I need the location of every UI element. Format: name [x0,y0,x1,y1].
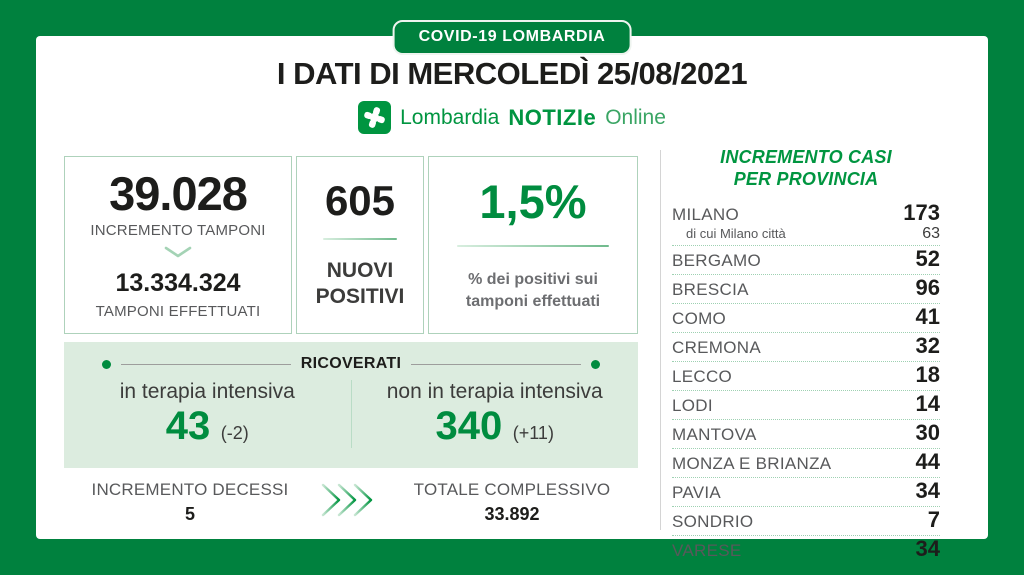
province-row: SONDRIO 7 [672,507,940,536]
terapia-intensiva-value: 43 [165,404,211,448]
province-value: 7 [927,506,940,532]
header-rule [411,363,582,365]
province-name: VARESE [672,540,742,560]
province-name: MANTOVA [672,424,757,444]
stat-box-percentuale: 1,5% % dei positivi sui tamponi effettua… [428,156,638,334]
province-subrow-label: di cui Milano città [686,225,786,241]
incremento-decessi-block: INCREMENTO DECESSI 5 [64,480,316,525]
province-value: 41 [915,303,940,329]
non-terapia-intensiva-delta: (+11) [512,423,554,443]
province-name: COMO [672,308,727,328]
province-row: BERGAMO 52 [672,246,940,275]
divider-line [323,237,397,240]
province-name: PAVIA [672,482,722,502]
incremento-tamponi-value: 39.028 [109,167,248,220]
non-terapia-intensiva-block: non in terapia intensiva 340 (+11) [350,380,639,448]
province-name: MILANO [672,204,739,224]
ricoverati-columns: in terapia intensiva 43 (-2) non in tera… [64,380,638,448]
province-row: MILANO 173 di cui Milano città 63 [672,200,940,246]
terapia-intensiva-label: in terapia intensiva [119,380,295,403]
lombardia-notizie-logo: Lombardia NOTIZIe Online [0,101,1024,134]
stat-boxes: 39.028 INCREMENTO TAMPONI 13.334.324 TAM… [64,156,638,334]
province-value: 30 [915,419,940,445]
province-value: 173 [903,199,940,225]
province-row: MONZA E BRIANZA 44 [672,449,940,478]
ricoverati-title: RICOVERATI [300,355,402,372]
totale-complessivo-block: TOTALE COMPLESSIVO 33.892 [386,480,638,525]
province-row: PAVIA 34 [672,478,940,507]
main-stats: 39.028 INCREMENTO TAMPONI 13.334.324 TAM… [64,156,638,526]
stat-box-tamponi: 39.028 INCREMENTO TAMPONI 13.334.324 TAM… [64,156,292,334]
province-row: MANTOVA 30 [672,420,940,449]
province-name: LODI [672,395,713,415]
province-name: SONDRIO [672,511,754,531]
province-subrow: di cui Milano città 63 [672,224,940,242]
province-name: CREMONA [672,337,761,357]
ricoverati-header: RICOVERATI [102,355,601,373]
triple-chevron-right-icon [316,479,386,526]
nuovi-positivi-label: NUOVI POSITIVI [315,258,405,308]
totale-complessivo-label: TOTALE COMPLESSIVO [413,480,611,499]
province-name: LECCO [672,366,733,386]
incremento-decessi-value: 5 [184,504,195,524]
province-row: VARESE 34 [672,536,940,564]
nuovi-positivi-value: 605 [324,176,396,224]
terapia-intensiva-block: in terapia intensiva 43 (-2) [64,380,351,448]
percentuale-positivi-value: 1,5% [479,174,587,228]
province-name: BERGAMO [672,250,762,270]
province-value: 34 [915,477,940,503]
province-name: MONZA E BRIANZA [672,453,832,473]
bullet-dot-icon [102,359,111,369]
percentuale-positivi-label: % dei positivi sui tamponi effettuati [465,270,601,310]
province-name: BRESCIA [672,279,749,299]
province-panel: INCREMENTO CASI PER PROVINCIA MILANO 173… [672,147,940,564]
tamponi-effettuati-value: 13.334.324 [115,269,241,297]
province-value: 14 [915,390,940,416]
bullet-dot-icon [591,359,601,369]
province-value: 18 [915,361,940,387]
vertical-divider [660,150,661,530]
province-value: 44 [915,448,940,474]
province-row: LECCO 18 [672,362,940,391]
province-value: 52 [915,245,940,271]
province-subrow-value: 63 [922,224,940,242]
province-row: BRESCIA 96 [672,275,940,304]
province-value: 32 [915,332,940,358]
province-list: MILANO 173 di cui Milano città 63 BERGAM… [672,200,940,564]
province-row: LODI 14 [672,391,940,420]
non-terapia-intensiva-label: non in terapia intensiva [386,380,603,403]
non-terapia-intensiva-value: 340 [435,404,503,448]
province-row: CREMONA 32 [672,333,940,362]
page-title: I DATI DI MERCOLEDÌ 25/08/2021 [276,56,748,91]
terapia-intensiva-delta: (-2) [220,423,249,443]
stat-box-nuovi-positivi: 605 NUOVI POSITIVI [296,156,424,334]
logo-text-online: Online [605,105,666,129]
incremento-decessi-label: INCREMENTO DECESSI [91,480,289,499]
chevron-down-icon [164,245,192,263]
totale-complessivo-value: 33.892 [484,504,540,524]
logo-text-lombardia: Lombardia [400,105,500,129]
tamponi-effettuati-label: TAMPONI EFFETTUATI [95,303,261,320]
province-panel-title: INCREMENTO CASI PER PROVINCIA [720,147,892,189]
ricoverati-section: RICOVERATI in terapia intensiva 43 (-2) … [64,342,638,468]
header-badge: COVID-19 LOMBARDIA [392,20,632,55]
province-row: COMO 41 [672,304,940,333]
incremento-tamponi-label: INCREMENTO TAMPONI [90,222,266,239]
logo-text-notizie: NOTIZIe [508,104,597,130]
province-value: 96 [915,274,940,300]
divider-line [457,244,609,247]
header-rule [121,363,291,365]
rosa-camuna-icon [358,101,392,134]
province-value: 34 [915,535,940,561]
bottom-stats: INCREMENTO DECESSI 5 [64,479,638,526]
